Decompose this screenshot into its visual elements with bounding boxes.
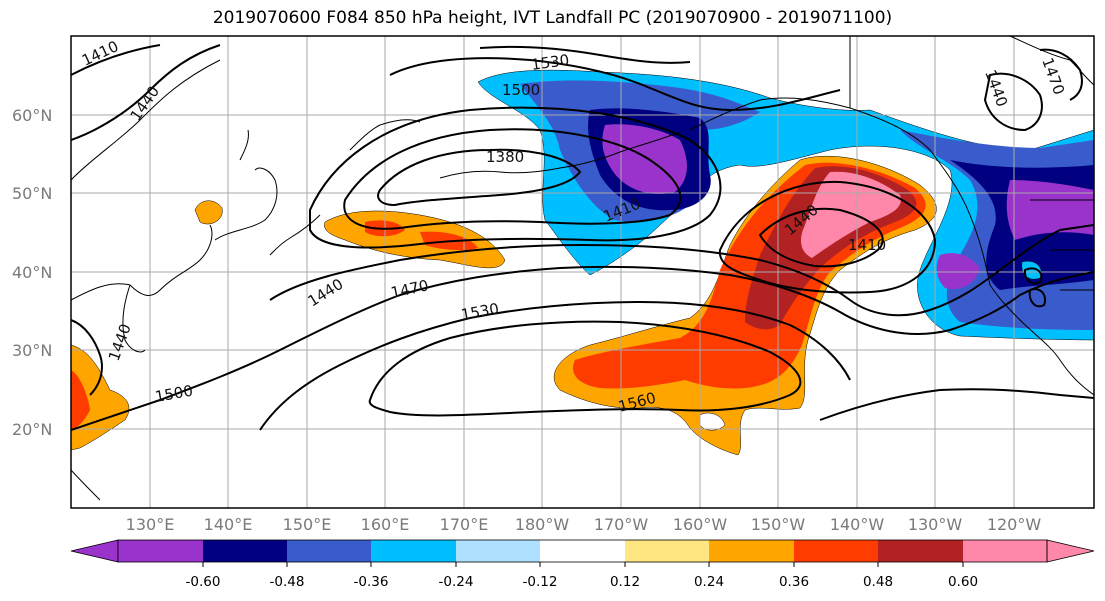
contour-label: 1530 xyxy=(530,51,570,74)
shade-pos-024-sw xyxy=(71,344,130,451)
colorbar-segment xyxy=(118,540,203,562)
colorbar-tick-label: 0.12 xyxy=(610,574,640,590)
colorbar-min-arrow xyxy=(70,539,119,563)
shade-neg-060 xyxy=(602,124,687,194)
lon-label: 150°W xyxy=(751,515,806,534)
colorbar-tick-label: 0.48 xyxy=(863,574,893,590)
colorbar-tick-label: -0.36 xyxy=(354,574,389,590)
shade-neg-060-east-2 xyxy=(936,253,980,290)
colorbar-segment xyxy=(794,540,878,562)
lon-label: 140°W xyxy=(830,515,885,534)
colorbar-segment xyxy=(540,540,625,562)
colorbar-tick-label: -0.12 xyxy=(523,574,558,590)
contour-1440-center xyxy=(309,106,722,249)
colorbar-segment xyxy=(709,540,794,562)
longitude-labels: 130°E 140°E 150°E 160°E 170°E 180°W 170°… xyxy=(126,515,1042,534)
latitude-labels: 60°N 50°N 40°N 30°N 20°N xyxy=(12,106,52,439)
contour-label: 1500 xyxy=(502,81,540,99)
colorbar-tick-label: -0.48 xyxy=(270,574,305,590)
lat-label: 30°N xyxy=(12,341,52,360)
lon-label: 150°E xyxy=(283,515,332,534)
map-frame xyxy=(70,35,1095,509)
coast-asia xyxy=(71,59,221,501)
shade-neg-060-east xyxy=(1006,180,1094,240)
contour-1440-nw xyxy=(71,44,221,141)
coast-japan xyxy=(214,129,278,241)
lon-label: 160°E xyxy=(361,515,410,534)
colorbar-segment xyxy=(371,540,456,562)
shade-pos-036-sw xyxy=(71,370,90,430)
lat-label: 60°N xyxy=(12,106,52,125)
contour-1470-ne xyxy=(983,72,1043,132)
colorbar-frame xyxy=(117,539,1048,563)
colorbar-tick-label: 0.24 xyxy=(694,574,724,590)
map-area: 1410 1440 1530 1500 1380 1410 1440 1410 … xyxy=(71,36,1094,508)
lat-label: 40°N xyxy=(12,263,52,282)
contour-small-east xyxy=(1023,267,1046,308)
contour-1530-north xyxy=(479,45,691,64)
shade-pos-024-japan xyxy=(194,200,223,225)
colorbar-max-arrow xyxy=(1046,539,1095,563)
colorbar-segment xyxy=(625,540,709,562)
coast-alaska xyxy=(689,97,1094,396)
colorbar-tick-label: 0.60 xyxy=(948,574,978,590)
contour-1380 xyxy=(377,148,582,207)
coast-kamchatka xyxy=(269,119,421,256)
colorbar-tick-label: 0.36 xyxy=(779,574,809,590)
coast-aleutians xyxy=(439,131,681,179)
contour-1440-east xyxy=(718,180,937,294)
colorbar-segment xyxy=(203,540,287,562)
contour-1410-nw xyxy=(71,44,161,76)
height-contours xyxy=(71,44,1094,431)
lon-label: 180°W xyxy=(515,515,570,534)
contour-1410-east xyxy=(758,207,884,268)
contour-1560-south xyxy=(819,388,1094,421)
colorbar-segment xyxy=(287,540,371,562)
colorbar: -0.60 -0.48 -0.36 -0.24 -0.12 0.12 0.24 … xyxy=(70,539,1095,590)
lon-label: 140°E xyxy=(204,515,253,534)
contour-1470 xyxy=(269,224,1094,317)
negative-anomaly-north-pacific xyxy=(477,69,1094,341)
contour-1500 xyxy=(71,265,1094,431)
colorbar-segment xyxy=(456,540,540,562)
colorbar-tick-label: -0.24 xyxy=(439,574,474,590)
lon-label: 170°E xyxy=(440,515,489,534)
contour-1440-west xyxy=(71,319,103,396)
lat-label: 20°N xyxy=(12,420,52,439)
lon-label: 120°W xyxy=(987,515,1042,534)
colorbar-segment xyxy=(963,540,1047,562)
lon-label: 130°W xyxy=(908,515,963,534)
colorbar-tick-label: -0.60 xyxy=(186,574,221,590)
lon-label: 130°E xyxy=(126,515,175,534)
lon-label: 160°W xyxy=(673,515,728,534)
lat-label: 50°N xyxy=(12,184,52,203)
contour-label: 1410 xyxy=(848,236,886,254)
contour-1440-ne xyxy=(1039,48,1083,101)
contour-1410-center xyxy=(343,128,682,230)
positive-anomaly-west xyxy=(71,200,223,451)
contour-label: 1380 xyxy=(486,148,524,166)
lon-label: 170°W xyxy=(594,515,649,534)
colorbar-ticks xyxy=(202,562,964,567)
shade-pos-024-island xyxy=(699,412,726,431)
contour-1530 xyxy=(259,300,851,431)
map-title: 2019070600 F084 850 hPa height, IVT Land… xyxy=(212,8,893,28)
contour-1560 xyxy=(368,320,802,417)
colorbar-segment xyxy=(878,540,963,562)
contour-1500-north xyxy=(389,57,841,112)
